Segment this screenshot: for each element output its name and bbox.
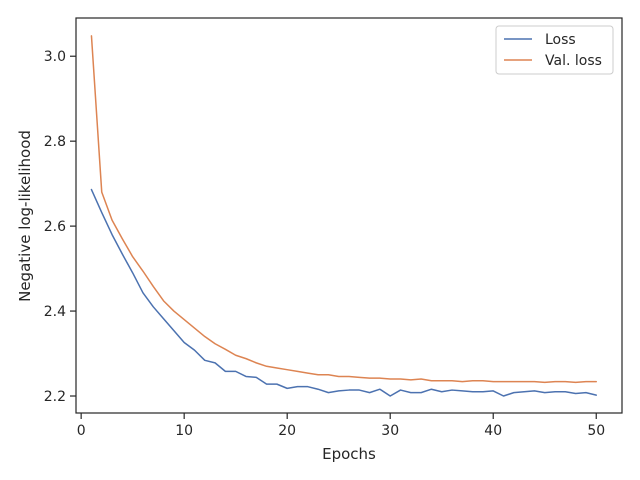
legend-label: Val. loss: [545, 53, 602, 69]
x-tick-label: 40: [484, 423, 502, 439]
y-tick-label: 2.4: [44, 304, 66, 320]
legend: Loss Val. loss: [495, 25, 614, 75]
y-tick-label: 3.0: [44, 49, 66, 65]
series-line-val-loss: [90, 35, 597, 384]
x-tick-label: 50: [587, 423, 605, 439]
y-tick-label: 2.2: [44, 389, 66, 405]
plot-frame: [75, 17, 623, 414]
x-tick-label: 30: [381, 423, 399, 439]
y-tick-label: 2.8: [44, 134, 66, 150]
x-tick-label: 0: [77, 423, 86, 439]
y-axis: 2.2 2.4 2.6 2.8 3.0: [44, 49, 76, 405]
x-tick-label: 10: [175, 423, 193, 439]
x-axis-title: Epochs: [322, 445, 376, 463]
series-layer: [90, 35, 597, 397]
plot-area: [76, 18, 622, 413]
legend-label: Loss: [545, 32, 576, 48]
series-line-loss: [90, 188, 597, 397]
x-tick-label: 20: [278, 423, 296, 439]
y-axis-title: Negative log-likelihood: [16, 130, 34, 302]
x-axis: 0 10 20 30 40 50: [77, 413, 605, 439]
legend-box: [495, 25, 614, 75]
y-tick-label: 2.6: [44, 219, 66, 235]
